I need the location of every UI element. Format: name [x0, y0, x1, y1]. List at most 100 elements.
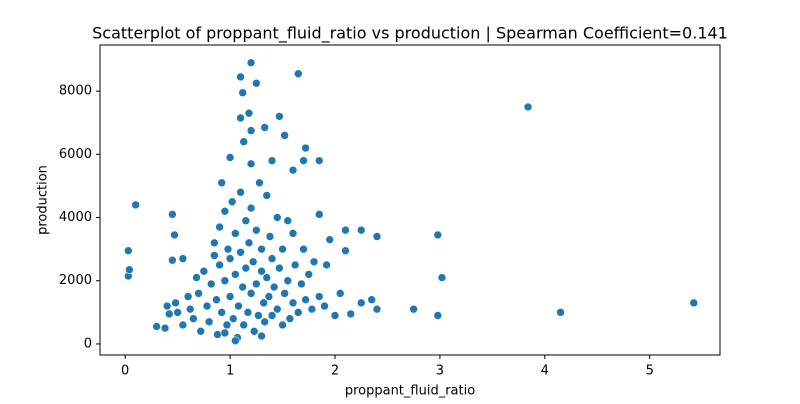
scatter-point — [257, 331, 266, 341]
scatter-point — [275, 263, 284, 273]
plot-frame — [99, 44, 721, 356]
scatter-point — [259, 298, 268, 308]
scatter-point — [238, 282, 247, 292]
scatter-point — [228, 314, 238, 323]
scatter-point — [199, 266, 209, 276]
scatter-point — [249, 326, 259, 336]
scatter-point — [280, 131, 289, 140]
scatter-point — [257, 266, 266, 276]
scatter-point — [314, 210, 324, 219]
scatter-point — [689, 298, 699, 308]
scatter-point — [185, 304, 195, 314]
scatter-point — [244, 108, 254, 118]
scatter-point — [254, 311, 263, 320]
scatter-point — [124, 246, 133, 256]
scatter-point — [356, 225, 366, 235]
scatter-point — [283, 276, 293, 286]
scatter-point — [210, 238, 219, 248]
scatter-point — [246, 203, 256, 213]
scatter-point — [341, 246, 350, 256]
scatter-point — [304, 270, 314, 279]
scatter-point — [246, 58, 256, 67]
scatter-point — [307, 304, 317, 314]
scatter-point — [272, 304, 282, 314]
scatter-point — [225, 254, 235, 263]
scatter-point — [372, 304, 382, 314]
scatter-point — [220, 206, 230, 216]
scatter-point — [288, 229, 298, 238]
x-tick-label: 1 — [226, 364, 234, 379]
scatter-point — [125, 265, 134, 274]
scatter-point — [523, 102, 533, 112]
scatter-point — [356, 298, 366, 308]
scatter-point — [260, 317, 270, 327]
scatter-point — [409, 304, 418, 314]
scatter-point — [234, 301, 243, 311]
scatter-point — [220, 276, 230, 286]
scatter-point — [299, 244, 308, 254]
x-tick-label: 3 — [436, 364, 444, 379]
scatter-point — [194, 289, 203, 298]
scatter-point — [220, 328, 230, 338]
scatter-point — [290, 260, 300, 270]
scatter-point — [322, 260, 331, 270]
scatter-point — [236, 187, 245, 197]
scatter-point — [246, 126, 256, 135]
scatter-point — [192, 273, 201, 282]
scatter-point — [231, 270, 240, 279]
scatter-point — [231, 229, 240, 238]
y-tick-label: 6000 — [59, 147, 92, 162]
y-tick-label: 4000 — [59, 210, 92, 225]
scatter-point — [152, 322, 161, 331]
scatter-point — [255, 178, 264, 188]
scatter-point — [252, 225, 261, 235]
scatter-point — [239, 320, 249, 330]
y-tick-label: 0 — [84, 336, 92, 351]
scatter-point — [168, 255, 177, 265]
x-tick-label: 4 — [541, 364, 549, 379]
scatter-point — [244, 238, 254, 248]
scatter-point — [236, 72, 245, 82]
scatter-point — [248, 257, 258, 267]
scatter-point — [131, 200, 140, 210]
scatter-point — [225, 292, 235, 301]
scatter-point — [170, 230, 179, 240]
y-axis-label: production — [36, 165, 51, 235]
scatter-point — [252, 279, 261, 289]
scatter-point — [293, 69, 303, 79]
scatter-point — [238, 88, 247, 98]
scatter-point — [269, 282, 279, 292]
scatter-point — [217, 308, 226, 317]
x-tick-label: 0 — [121, 364, 129, 379]
scatter-point — [335, 289, 345, 298]
scatter-point — [433, 230, 443, 240]
scatter-point — [264, 292, 274, 301]
scatter-point — [202, 301, 212, 311]
scatter-point — [225, 153, 235, 162]
scatter-point — [246, 159, 256, 169]
scatter-point — [222, 320, 232, 330]
scatter-point — [301, 295, 310, 304]
scatter-point — [314, 292, 324, 301]
scatter-point — [275, 112, 284, 121]
scatter-point — [241, 263, 251, 273]
x-tick-label: 5 — [646, 364, 654, 379]
scatter-point — [252, 78, 261, 88]
scatter-point — [278, 244, 287, 254]
scatter-point — [320, 301, 329, 311]
scatter-point — [210, 251, 219, 260]
scatter-point — [189, 314, 198, 323]
scatter-point — [212, 295, 221, 304]
scatter-point — [556, 308, 565, 317]
scatter-point — [217, 178, 226, 188]
scatter-point — [367, 295, 377, 304]
scatter-point — [243, 308, 253, 317]
scatter-point — [341, 225, 350, 235]
scatter-point — [213, 330, 222, 339]
scatter-point — [285, 314, 295, 323]
x-tick-label: 2 — [331, 364, 339, 379]
scatter-point — [267, 311, 277, 320]
scatter-point — [162, 301, 172, 311]
y-tick-label: 8000 — [59, 84, 92, 99]
